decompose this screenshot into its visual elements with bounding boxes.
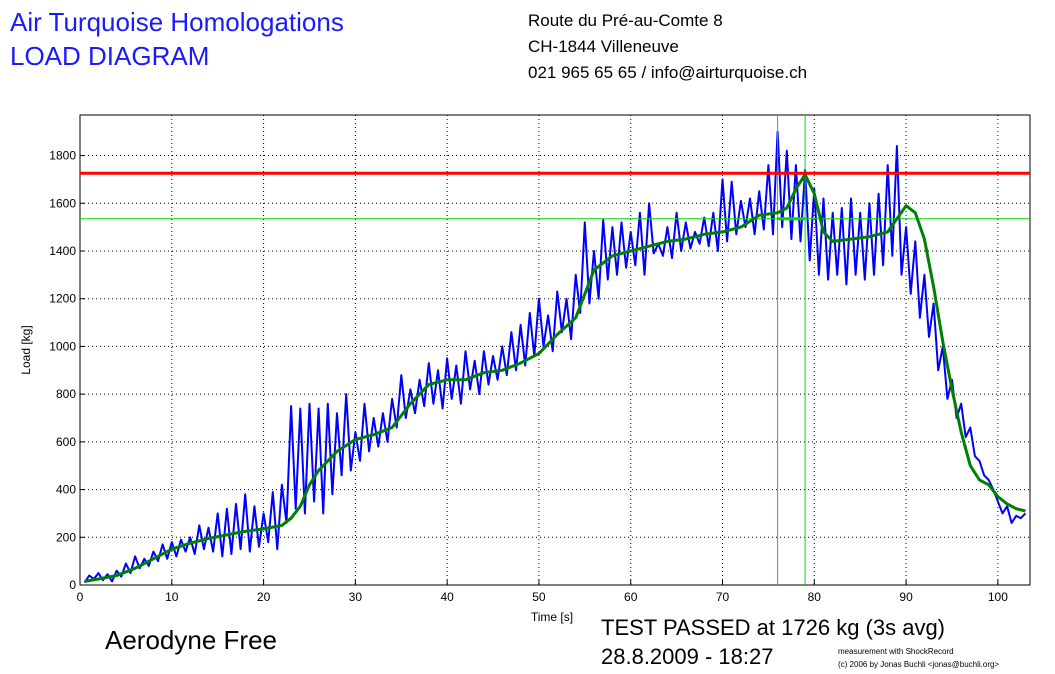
test-result: TEST PASSED at 1726 kg (3s avg) (601, 615, 946, 640)
y-tick-label: 1200 (49, 292, 76, 306)
x-tick-label: 80 (808, 590, 822, 604)
glider-name: Aerodyne Free (105, 625, 277, 655)
x-tick-label: 30 (349, 590, 363, 604)
raw-load-series (83, 130, 1027, 584)
address-street: Route du Pré-au-Comte 8 (528, 11, 723, 30)
series (80, 115, 1030, 585)
y-tick-label: 800 (56, 387, 76, 401)
y-axis-label: Load [kg] (19, 325, 33, 374)
y-tick-label: 600 (56, 435, 76, 449)
x-tick-label: 10 (165, 590, 179, 604)
credit-copyright: (c) 2006 by Jonas Buchli <jonas@buchli.o… (838, 660, 1000, 669)
x-tick-label: 40 (440, 590, 454, 604)
company-name: Air Turquoise Homologations (10, 7, 344, 37)
y-tick-label: 1600 (49, 196, 76, 210)
x-axis-label: Time [s] (531, 610, 573, 624)
y-tick-label: 1800 (49, 149, 76, 163)
y-tick-label: 400 (56, 483, 76, 497)
plot-area (79, 114, 1031, 586)
document-title: LOAD DIAGRAM (10, 41, 210, 71)
y-tick-label: 0 (69, 578, 76, 592)
x-tick-label: 90 (899, 590, 913, 604)
x-tick-label: 70 (716, 590, 730, 604)
y-tick-label: 1000 (49, 339, 76, 353)
x-tick-label: 20 (257, 590, 271, 604)
contact-info: 021 965 65 65 / info@airturquoise.ch (528, 63, 808, 82)
x-tick-label: 50 (532, 590, 546, 604)
y-tick-label: 1400 (49, 244, 76, 258)
credit-measurement: measurement with ShockRecord (838, 647, 954, 656)
x-tick-label: 60 (624, 590, 638, 604)
y-tick-label: 200 (56, 530, 76, 544)
test-datetime: 28.8.2009 - 18:27 (601, 644, 774, 669)
x-tick-label: 100 (988, 590, 1008, 604)
axis-ticks: 0 10 20 30 40 50 60 70 80 90 100020040060080010001… (49, 149, 1008, 604)
avg-load-series (84, 173, 1026, 583)
address-city: CH-1844 Villeneuve (528, 37, 679, 56)
x-tick-label: 0 (77, 590, 84, 604)
